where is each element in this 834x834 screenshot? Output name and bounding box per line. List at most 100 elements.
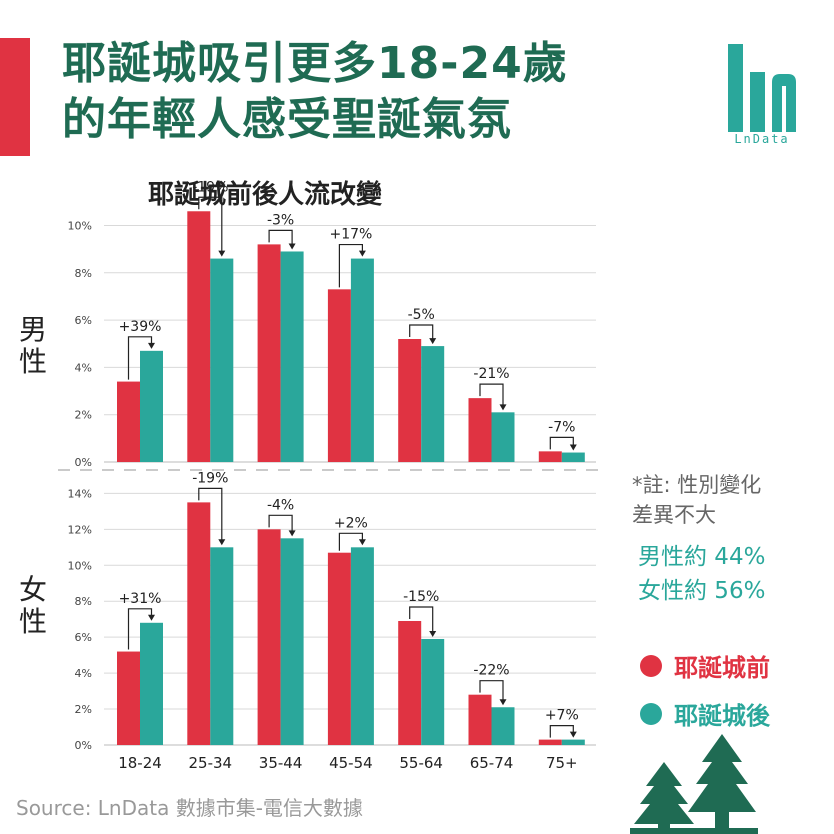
change-bracket [198,196,223,255]
share-female: 女性約 56% [638,578,766,604]
change-label: -19% [192,470,228,486]
note-line-2: 差異不大 [632,503,716,527]
y-tick-label: 10% [68,559,92,572]
y-tick-label: 14% [68,487,92,500]
bar [117,651,140,745]
x-tick-label: 18-24 [118,754,162,772]
x-tick-label: 45-54 [329,754,373,772]
share-male: 男性約 44% [638,544,766,570]
bar [561,452,585,462]
headline: 耶誕城吸引更多18-24歲 的年輕人感受聖誕氣氛 [62,36,568,148]
change-label: -7% [548,419,575,435]
change-bracket [409,324,434,343]
christmas-trees-icon [630,734,758,834]
change-bracket [198,487,223,544]
change-label: +2% [334,515,368,531]
bar [140,350,163,462]
change-arrowhead [569,444,577,451]
change-label: -15% [403,589,439,605]
change-bracket [127,336,153,380]
accent-bar [0,38,30,156]
x-tick-label: 25-34 [189,754,233,772]
change-arrowhead [569,731,577,738]
y-tick-label: 12% [68,523,92,536]
legend-item-after: 耶誕城後 [640,696,770,731]
bar [117,381,140,462]
change-label: +7% [545,708,579,724]
change-bracket [409,606,434,635]
y-tick-label: 8% [75,267,92,280]
bar [257,529,281,745]
change-arrowhead [218,250,226,257]
bar [280,538,304,745]
change-arrowhead [429,630,437,637]
bar [350,547,374,745]
change-bracket [127,608,153,650]
bar [280,251,304,462]
bar [561,739,585,745]
bar [140,622,163,745]
x-tick-label: 35-44 [259,754,303,772]
change-label: +17% [329,227,372,243]
bar [187,211,211,462]
change-bracket [549,725,574,738]
panel-label-female: 女性 [18,573,47,638]
change-label: -21% [473,366,509,382]
change-label: -19% [192,179,228,195]
change-bracket [338,532,363,551]
bar [491,707,515,745]
change-arrowhead [358,250,366,257]
y-tick-label: 4% [75,361,92,374]
bar [210,258,234,462]
gender-share: 男性約 44% 女性約 56% [638,540,765,608]
change-label: -5% [408,307,435,323]
change-arrowhead [499,699,507,706]
change-bracket [338,243,363,288]
change-label: +31% [119,591,162,607]
change-arrowhead [148,342,155,349]
change-arrowhead [148,614,155,621]
bar [421,638,445,745]
bar [538,451,562,462]
change-label: +39% [119,319,162,335]
bar [327,289,351,462]
y-tick-label: 6% [75,314,92,327]
change-arrowhead [358,539,366,546]
change-bracket [268,514,293,535]
change-bracket [549,436,574,450]
y-tick-label: 0% [75,739,92,752]
bar [538,739,562,745]
legend-dot-after [640,702,662,725]
lndata-logo-icon [728,44,796,132]
legend-item-before: 耶誕城前 [640,648,770,683]
note: *註: 性別變化 差異不大 [632,470,761,530]
change-label: -22% [473,663,509,679]
change-label: -4% [267,497,294,513]
x-tick-label: 55-64 [399,754,443,772]
change-arrowhead [499,404,507,411]
legend-label-before: 耶誕城前 [674,654,770,682]
y-tick-label: 6% [75,631,92,644]
bar [491,412,515,462]
chart-title: 耶誕城前後人流改變 [148,180,383,210]
y-tick-label: 10% [68,219,92,232]
change-label: -3% [267,212,294,228]
y-tick-label: 2% [75,409,92,422]
y-tick-label: 2% [75,703,92,716]
bar [327,552,351,745]
change-arrowhead [288,243,296,250]
logo-text: LnData [734,132,790,146]
change-arrowhead [288,530,296,537]
y-tick-label: 4% [75,667,92,680]
headline-line-1: 耶誕城吸引更多18-24歲 [62,38,568,89]
x-tick-label: 65-74 [470,754,514,772]
y-tick-label: 0% [75,456,92,469]
bar [398,620,422,745]
change-bracket [479,680,504,704]
source-text: Source: LnData 數據市集-電信大數據 [16,796,363,820]
bar [257,244,281,462]
change-arrowhead [429,338,437,345]
headline-line-2: 的年輕人感受聖誕氣氛 [62,94,512,145]
legend-label-after: 耶誕城後 [674,702,770,730]
change-bracket [268,229,293,248]
